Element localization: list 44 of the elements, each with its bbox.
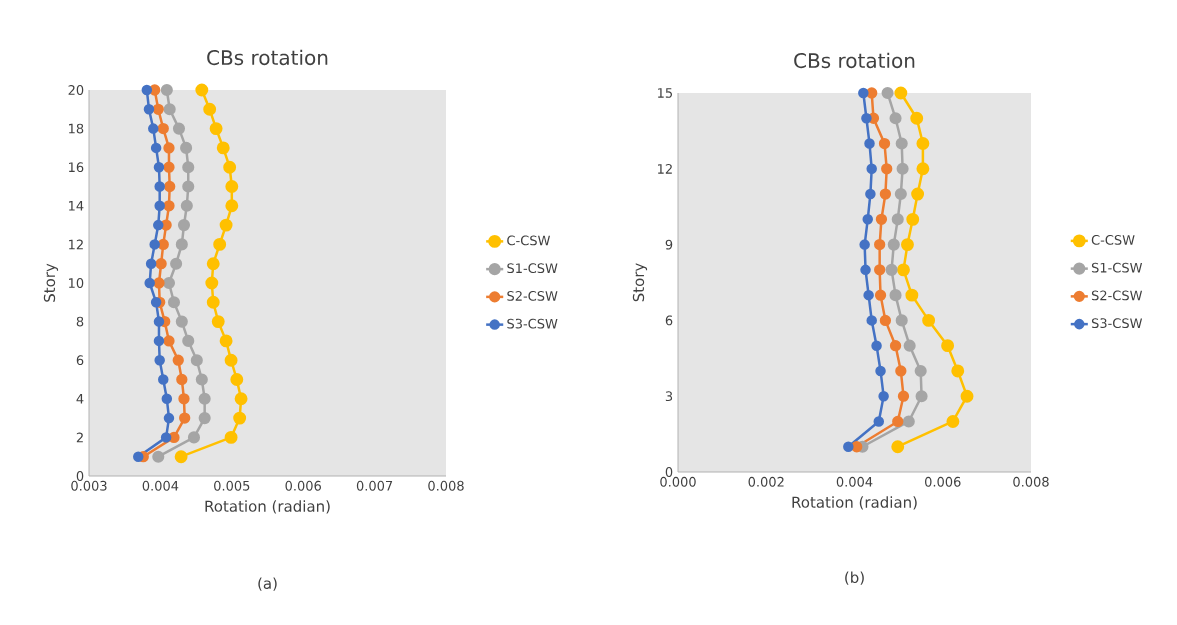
legend-label: S2-CSW xyxy=(507,291,558,301)
y-tick-label: 3 xyxy=(665,391,673,402)
y-tick-label: 12 xyxy=(658,163,672,174)
y-tick-label: 12 xyxy=(69,239,83,250)
legend-label: S1-CSW xyxy=(1091,262,1143,273)
y-tick-label: 0 xyxy=(76,471,84,481)
chart-title: CBs rotation xyxy=(794,52,915,69)
x-tick-label: 0.002 xyxy=(748,476,784,487)
y-tick-label: 10 xyxy=(69,278,84,288)
legend-label: S2-CSW xyxy=(1091,290,1143,301)
x-tick-label: 0.006 xyxy=(925,476,961,487)
y-tick-label: 6 xyxy=(665,315,673,326)
y-axis-title: Story xyxy=(43,263,59,302)
text: (b) xyxy=(845,571,864,585)
y-tick-label: 0 xyxy=(665,467,673,477)
y-tick-label: 4 xyxy=(76,394,84,404)
y-axis-title: Story xyxy=(632,263,648,302)
legend-label: S1-CSW xyxy=(507,263,558,274)
x-tick-label: 0.003 xyxy=(71,480,107,491)
y-tick-label: 9 xyxy=(665,239,673,250)
legend-label: S3-CSW xyxy=(507,318,558,329)
legend-label: C-CSW xyxy=(1091,235,1135,245)
text: (a) xyxy=(258,577,277,591)
x-tick-label: 0.000 xyxy=(660,476,696,487)
y-tick-label: 20 xyxy=(68,85,84,95)
legend-label: C-CSW xyxy=(507,235,551,246)
x-tick-label: 0.005 xyxy=(214,480,250,491)
x-axis-title: Rotation (radian) xyxy=(792,496,917,510)
legend-label: S3-CSW xyxy=(1091,318,1143,329)
y-tick-label: 15 xyxy=(658,88,672,98)
x-tick-label: 0.004 xyxy=(142,480,179,491)
y-tick-label: 18 xyxy=(69,123,84,134)
chart-title: CBs rotation xyxy=(207,49,328,66)
y-tick-label: 2 xyxy=(76,432,83,443)
y-tick-label: 16 xyxy=(69,162,84,173)
x-tick-label: 0.008 xyxy=(428,480,464,491)
y-tick-label: 8 xyxy=(76,316,84,327)
x-tick-label: 0.007 xyxy=(356,480,393,491)
y-tick-label: 14 xyxy=(69,201,84,211)
x-tick-label: 0.004 xyxy=(836,476,873,487)
x-tick-label: 0.008 xyxy=(1013,476,1049,487)
y-tick-label: 6 xyxy=(76,355,84,366)
x-axis-title: Rotation (radian) xyxy=(205,500,330,514)
x-tick-label: 0.006 xyxy=(285,480,321,491)
